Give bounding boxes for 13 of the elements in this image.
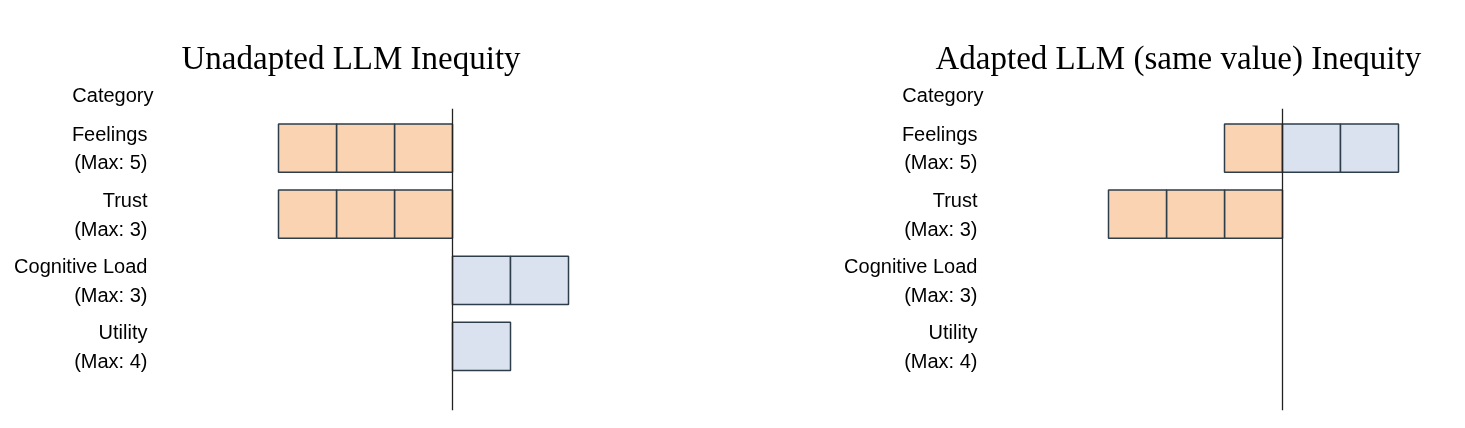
y-tick-label: Trust (Max: 3) xyxy=(74,188,148,240)
y-tick-label: Utility (Max: 4) xyxy=(74,321,148,372)
y-tick-label: Trust (Max: 3) xyxy=(904,188,978,240)
bar xyxy=(451,321,512,372)
y-tick-label: Cognitive Load (Max: 3) xyxy=(844,255,978,306)
y-tick-label: Feelings (Max: 5) xyxy=(901,122,978,174)
y-tick-label: Cognitive Load (Max: 3) xyxy=(14,255,148,306)
y-tick-label: Feelings (Max: 5) xyxy=(71,122,148,174)
y-tick-label: Utility (Max: 4) xyxy=(904,321,978,372)
y-axis-title: Category xyxy=(72,83,154,106)
chart-title: Unadapted LLM Inequity xyxy=(181,39,522,76)
y-axis-title: Category xyxy=(902,83,984,106)
chart-title: Adapted LLM (same value) Inequity xyxy=(935,39,1422,77)
